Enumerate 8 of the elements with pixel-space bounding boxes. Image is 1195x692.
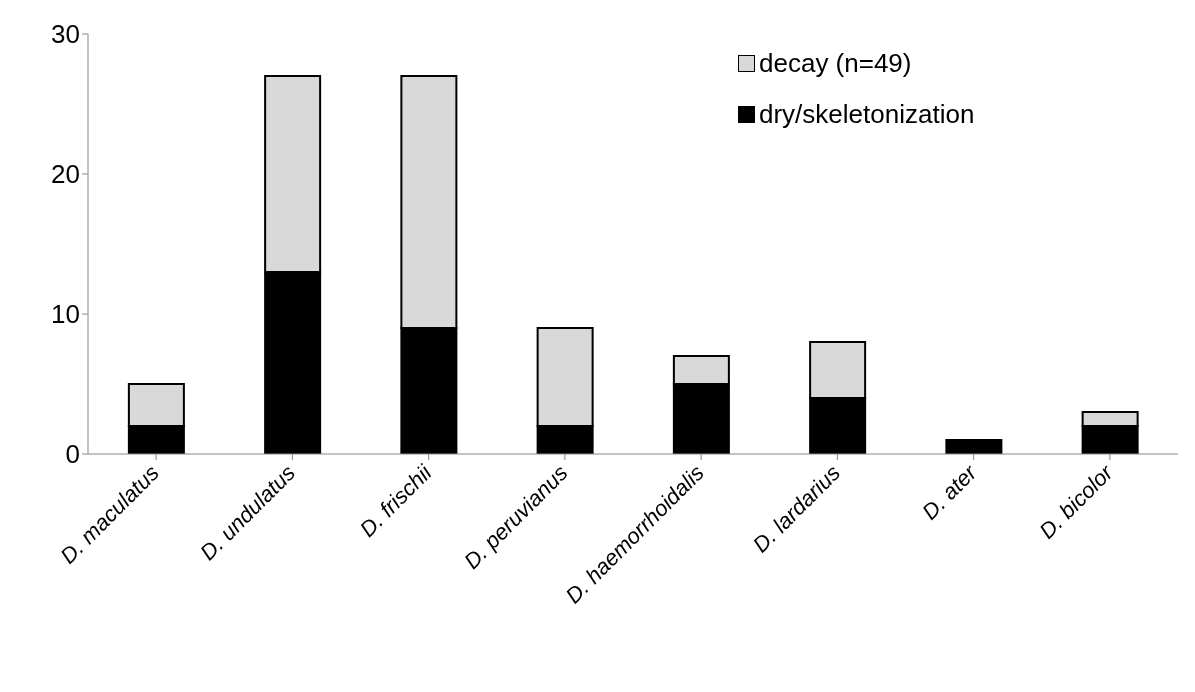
- legend-label: dry/skeletonization: [759, 99, 975, 130]
- y-tick-label: 10: [51, 299, 80, 330]
- legend-label: decay (n=49): [759, 48, 912, 79]
- x-tick-label: D. ater: [917, 458, 983, 525]
- y-tick-label: 20: [51, 159, 80, 190]
- y-tick-label: 30: [51, 19, 80, 50]
- bar: [945, 439, 1003, 454]
- y-tick-label: 0: [65, 439, 80, 470]
